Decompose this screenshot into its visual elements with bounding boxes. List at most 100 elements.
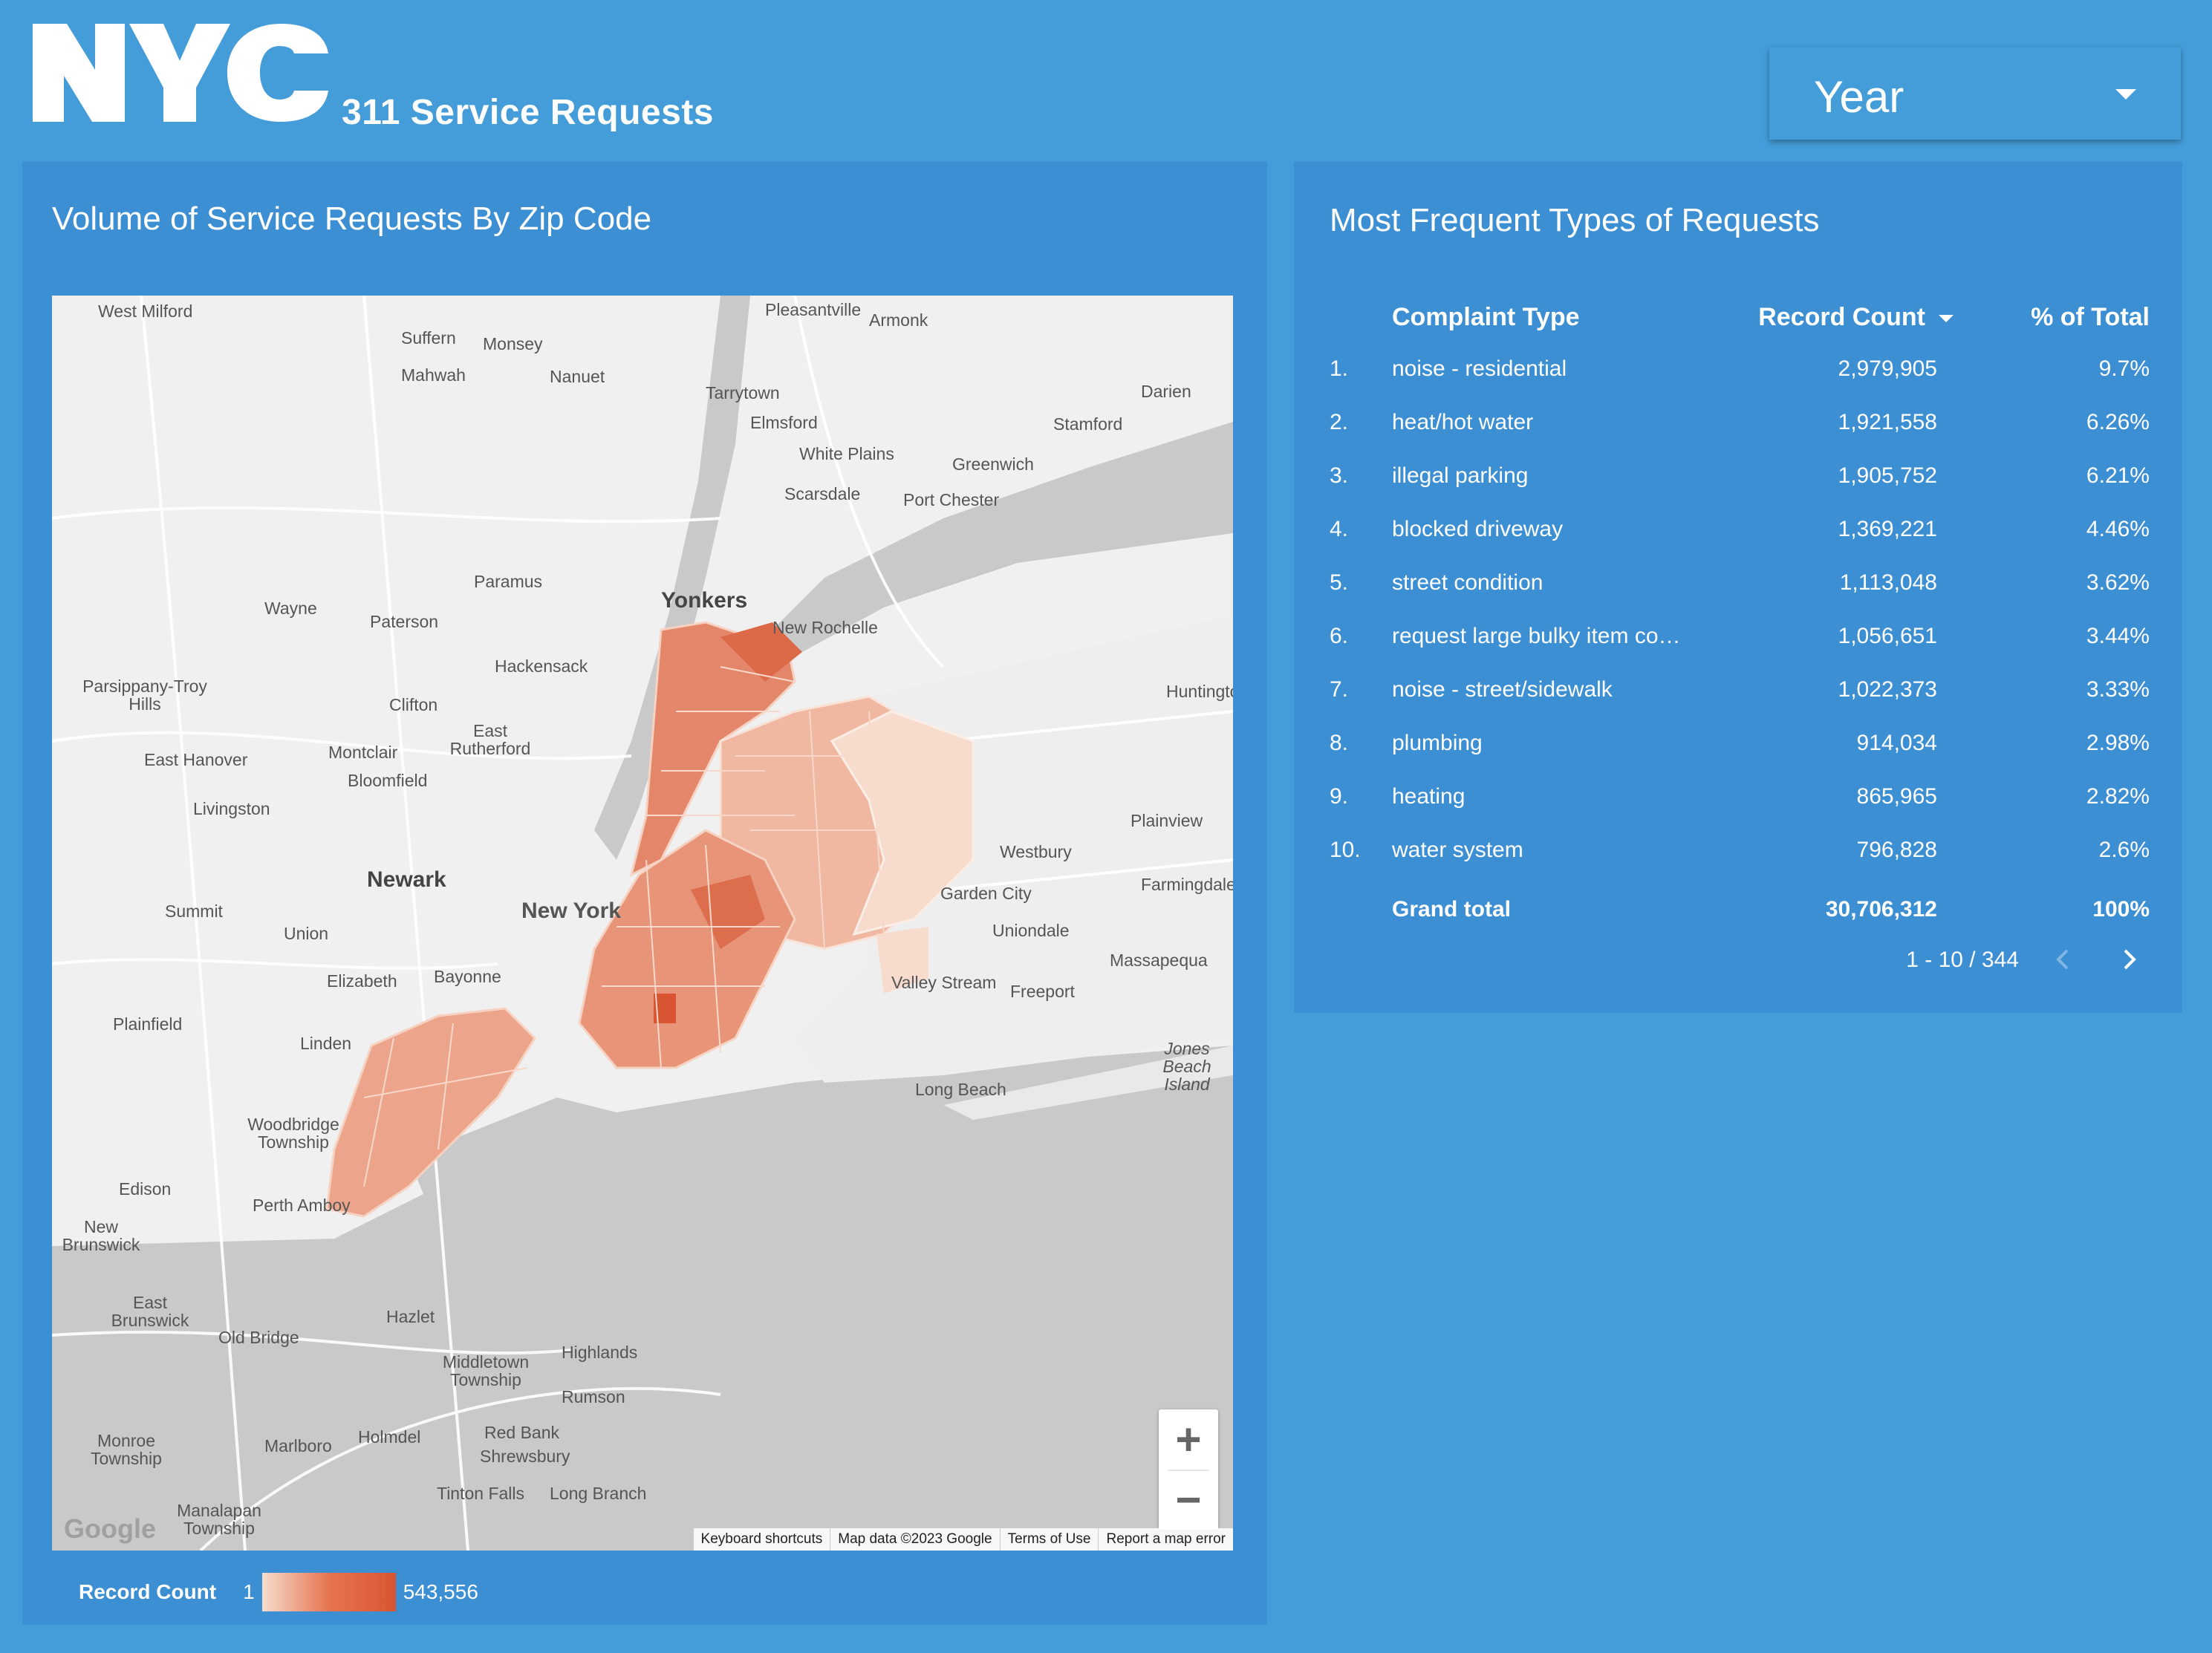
request-types-panel: Most Frequent Types of Requests Complain… (1294, 162, 2182, 1013)
row-number: 2. (1330, 410, 1349, 434)
place-label: Paramus (474, 572, 543, 591)
place-label: Rumson (562, 1387, 625, 1406)
grand-total-row: Grand total 30,706,312 100% (1294, 897, 2182, 951)
legend-min: 1 (243, 1580, 255, 1603)
place-label: Long Beach (915, 1080, 1006, 1099)
row-complaint-type: plumbing (1392, 731, 1483, 755)
place-label: Garden City (940, 884, 1032, 903)
place-label: Elmsford (750, 413, 818, 432)
year-filter-dropdown[interactable]: Year (1769, 48, 2181, 140)
google-logo: Google (64, 1513, 156, 1544)
row-pct-total: 2.82% (2086, 784, 2150, 809)
legend-gradient (261, 1573, 396, 1611)
place-label: Old Bridge (218, 1328, 299, 1347)
map-base (52, 296, 1233, 1551)
table-row[interactable]: 9. heating 865,965 2.82% (1294, 784, 2182, 838)
place-label: Tinton Falls (437, 1484, 525, 1503)
place-label: Union (284, 924, 329, 943)
place-label: New York (521, 899, 621, 923)
row-pct-total: 6.21% (2086, 463, 2150, 488)
table-row[interactable]: 5. street condition 1,113,048 3.62% (1294, 570, 2182, 624)
table-row[interactable]: 6. request large bulky item co… 1,056,651 3… (1294, 624, 2182, 677)
place-label: Holmdel (358, 1427, 421, 1447)
chevron-left-icon[interactable] (2049, 945, 2078, 974)
chevron-right-icon[interactable] (2114, 945, 2144, 974)
table-row[interactable]: 3. illegal parking 1,905,752 6.21% (1294, 463, 2182, 517)
row-complaint-type: heating (1392, 784, 1466, 809)
grand-total-pct: 100% (2092, 897, 2150, 922)
map-panel: Volume of Service Requests By Zip Code (22, 162, 1267, 1625)
place-label: Valley Stream (891, 973, 997, 992)
row-record-count: 1,056,651 (1838, 624, 1937, 648)
place-label: Marlboro (264, 1436, 332, 1455)
table-row[interactable]: 1. noise - residential 2,979,905 9.7% (1294, 356, 2182, 410)
place-label: Bloomfield (348, 771, 428, 790)
place-label: Summit (165, 902, 223, 921)
row-pct-total: 3.33% (2086, 677, 2150, 702)
table-row[interactable]: 7. noise - street/sidewalk 1,022,373 3.33% (1294, 677, 2182, 731)
place-label: Farmingdale (1141, 875, 1233, 894)
row-number: 9. (1330, 784, 1349, 809)
table-row[interactable]: 10. water system 796,828 2.6% (1294, 838, 2182, 891)
zip-code-choropleth-map[interactable]: West Milford Pleasantville Armonk Suffer… (52, 296, 1233, 1551)
nyc-logo (33, 24, 328, 122)
row-complaint-type: noise - residential (1392, 356, 1567, 381)
row-complaint-type: heat/hot water (1392, 410, 1534, 434)
row-complaint-type: request large bulky item co… (1392, 624, 1681, 648)
row-complaint-type: illegal parking (1392, 463, 1529, 488)
place-label: Freeport (1010, 982, 1075, 1001)
place-label: East Rutherford (449, 721, 531, 758)
table-row[interactable]: 2. heat/hot water 1,921,558 6.26% (1294, 410, 2182, 463)
grand-total-label: Grand total (1392, 897, 1512, 922)
place-label: Stamford (1053, 414, 1123, 434)
legend-max: 543,556 (403, 1580, 478, 1603)
place-label: Manalapan Township (177, 1501, 261, 1538)
place-label: Hackensack (495, 656, 588, 676)
place-label: Jones Beach Island (1162, 1039, 1211, 1094)
column-header-pct-total[interactable]: % of Total (2031, 303, 2150, 331)
grand-total-count: 30,706,312 (1825, 897, 1937, 922)
place-label: Perth Amboy (253, 1196, 351, 1215)
row-number: 3. (1330, 463, 1349, 488)
place-label: Elizabeth (327, 971, 397, 991)
row-pct-total: 4.46% (2086, 517, 2150, 541)
place-label: East Brunswick (111, 1293, 189, 1330)
place-label: Yonkers (661, 588, 748, 613)
place-label: Red Bank (484, 1423, 560, 1442)
report-map-error-link[interactable]: Report a map error (1098, 1528, 1233, 1551)
place-label: Hazlet (386, 1307, 435, 1326)
row-pct-total: 3.44% (2086, 624, 2150, 648)
row-complaint-type: street condition (1392, 570, 1543, 595)
place-label: Monroe Township (91, 1431, 162, 1468)
place-label: Tarrytown (706, 383, 780, 402)
row-number: 1. (1330, 356, 1349, 381)
place-label: West Milford (98, 301, 193, 321)
table-row[interactable]: 8. plumbing 914,034 2.98% (1294, 731, 2182, 784)
place-label: Massapequa (1110, 951, 1208, 970)
place-label: Parsippany-Troy Hills (82, 676, 207, 714)
place-label: Suffern (401, 328, 456, 348)
table-row[interactable]: 4. blocked driveway 1,369,221 4.46% (1294, 517, 2182, 570)
record-count-header-label: Record Count (1758, 303, 1925, 331)
row-number: 5. (1330, 570, 1349, 595)
zoom-in-button[interactable]: + (1175, 1415, 1202, 1464)
place-label: Highlands (562, 1343, 638, 1362)
table-panel-title: Most Frequent Types of Requests (1330, 202, 1820, 238)
legend-label: Record Count (79, 1580, 217, 1603)
map-legend: Record Count 1 543,556 (79, 1573, 478, 1611)
place-label: Monsey (483, 334, 543, 353)
keyboard-shortcuts-link[interactable]: Keyboard shortcuts (692, 1528, 830, 1551)
place-label: Linden (300, 1034, 352, 1053)
place-label: Newark (367, 867, 446, 892)
terms-of-use-link[interactable]: Terms of Use (999, 1528, 1099, 1551)
place-label: Westbury (1000, 842, 1072, 861)
row-pct-total: 2.98% (2086, 731, 2150, 755)
row-pct-total: 9.7% (2098, 356, 2150, 381)
place-label: Armonk (869, 310, 928, 330)
sort-desc-icon (1939, 315, 1954, 323)
column-header-complaint-type[interactable]: Complaint Type (1392, 303, 1580, 331)
place-label: Darien (1141, 382, 1191, 401)
map-data-credit: Map data ©2023 Google (830, 1528, 999, 1551)
column-header-record-count[interactable]: Record Count (1758, 303, 1954, 332)
zoom-out-button[interactable]: − (1175, 1475, 1202, 1525)
